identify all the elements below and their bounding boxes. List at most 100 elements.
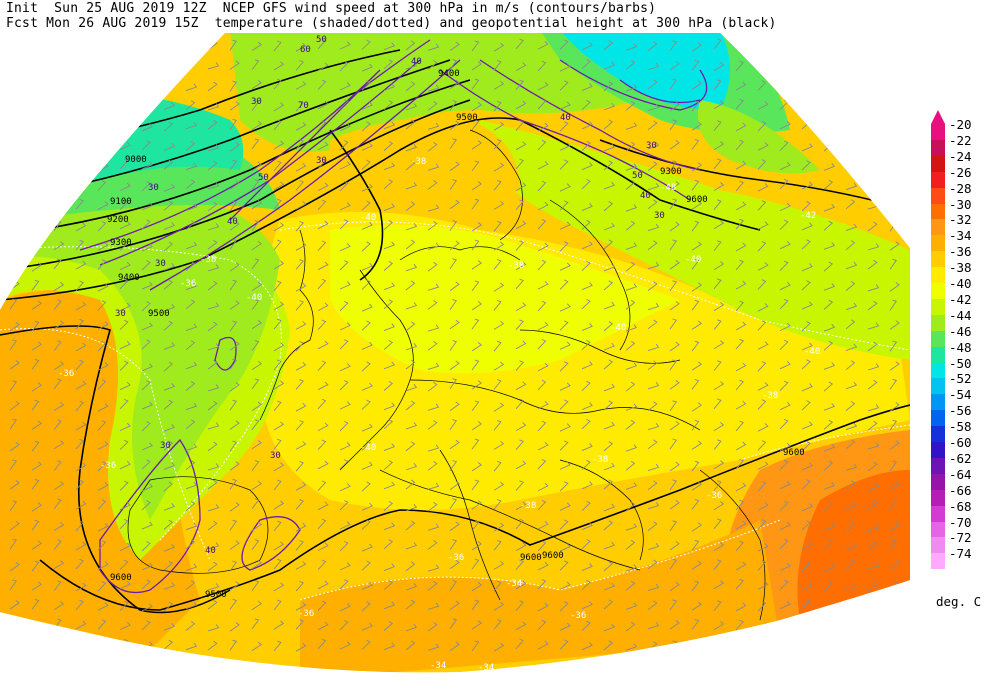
- wind-barb: [31, 159, 40, 171]
- wind-barb: [493, 460, 502, 472]
- wind-barb: [823, 340, 834, 351]
- wind-barb: [801, 421, 813, 430]
- wind-barb: [317, 220, 329, 230]
- wind-barb: [383, 381, 394, 391]
- wind-barb: [273, 198, 282, 210]
- wind-barb: [251, 340, 260, 351]
- wind-barb: [889, 460, 898, 472]
- wind-barb: [845, 559, 856, 570]
- wind-barb: [779, 260, 789, 271]
- wind-label: 40: [205, 546, 216, 556]
- wind-barb: [581, 282, 593, 291]
- wind-barb: [647, 600, 658, 611]
- wind-barb: [449, 220, 458, 231]
- wind-barb: [361, 382, 373, 391]
- wind-barb: [801, 181, 813, 190]
- wind-barb: [163, 560, 174, 571]
- wind-barb: [273, 301, 285, 311]
- wind-barb: [317, 120, 327, 131]
- wind-barb: [801, 640, 811, 651]
- wind-barb: [141, 243, 153, 252]
- legend-swatch: [931, 155, 945, 172]
- wind-barb: [493, 320, 505, 330]
- wind-barb: [427, 84, 440, 92]
- wind-barb: [9, 120, 20, 130]
- wind-barb: [471, 500, 482, 510]
- wind-barb: [845, 120, 856, 131]
- wind-barb: [449, 498, 458, 510]
- wind-barb: [493, 139, 502, 150]
- wind-barb: [845, 422, 858, 431]
- wind-barb: [559, 320, 569, 331]
- wind-barb: [889, 241, 900, 251]
- wind-barb: [31, 142, 42, 152]
- wind-barb: [251, 299, 260, 310]
- wind-barb: [185, 361, 198, 370]
- wind-barb: [317, 439, 327, 451]
- wind-barb: [515, 302, 527, 311]
- wind-barb: [779, 401, 791, 411]
- temp-label: -42: [800, 211, 816, 221]
- wind-barb: [691, 282, 702, 292]
- wind-barb: [317, 199, 327, 211]
- wind-barb: [317, 480, 327, 491]
- wind-barb: [647, 502, 660, 510]
- legend-swatch: [931, 442, 945, 458]
- wind-barb: [801, 599, 811, 610]
- wind-barb: [295, 180, 304, 191]
- wind-barb: [185, 83, 198, 92]
- wind-barb: [912, 440, 919, 450]
- wind-barb: [339, 82, 351, 91]
- temp-label: -34: [430, 661, 446, 671]
- wind-barb: [31, 101, 42, 111]
- wind-barb: [625, 403, 638, 411]
- wind-barb: [53, 498, 62, 510]
- wind-barb: [229, 320, 238, 332]
- wind-barb: [295, 402, 307, 412]
- wind-barb: [471, 400, 480, 412]
- wind-barb: [515, 278, 524, 290]
- legend-label: -56: [949, 403, 972, 419]
- wind-barb: [295, 42, 307, 52]
- wind-barb: [339, 579, 349, 590]
- wind-barb: [713, 360, 722, 371]
- wind-barb: [97, 499, 107, 510]
- wind-barb: [53, 138, 62, 150]
- wind-barb: [801, 503, 813, 512]
- wind-barb: [493, 419, 502, 431]
- wind-barb: [537, 520, 549, 530]
- wind-barb: [31, 560, 40, 572]
- wind-barb: [31, 200, 40, 212]
- wind-barb: [603, 301, 616, 310]
- wind-barb: [97, 379, 107, 390]
- wind-barb: [713, 638, 722, 650]
- height-label: 9600: [783, 448, 805, 458]
- wind-barb: [493, 340, 502, 352]
- wind-barb: [515, 38, 524, 50]
- wind-barb: [537, 602, 549, 612]
- wind-barb: [141, 483, 153, 492]
- legend-swatch: [931, 235, 945, 252]
- wind-barb: [31, 180, 42, 190]
- wind-label: 30: [251, 97, 262, 107]
- wind-barb: [735, 40, 747, 50]
- wind-barb: [669, 620, 680, 630]
- wind-barb: [251, 199, 262, 210]
- wind-barb: [581, 83, 593, 92]
- height-label: 9200: [107, 215, 129, 225]
- wind-barb: [713, 460, 725, 470]
- wind-barb: [207, 542, 220, 550]
- wind-barb: [757, 440, 767, 451]
- wind-barb: [735, 578, 744, 590]
- wind-barb: [845, 439, 856, 450]
- wind-barb: [251, 618, 260, 630]
- wind-barb: [515, 381, 527, 391]
- wind-barb: [229, 519, 238, 531]
- wind-barb: [9, 140, 18, 152]
- wind-barb: [229, 382, 240, 392]
- wind-barb: [757, 121, 767, 132]
- wind-barb: [339, 483, 351, 492]
- wind-barb: [185, 621, 196, 631]
- height-label: 9500: [148, 309, 170, 319]
- wind-barb: [317, 340, 329, 350]
